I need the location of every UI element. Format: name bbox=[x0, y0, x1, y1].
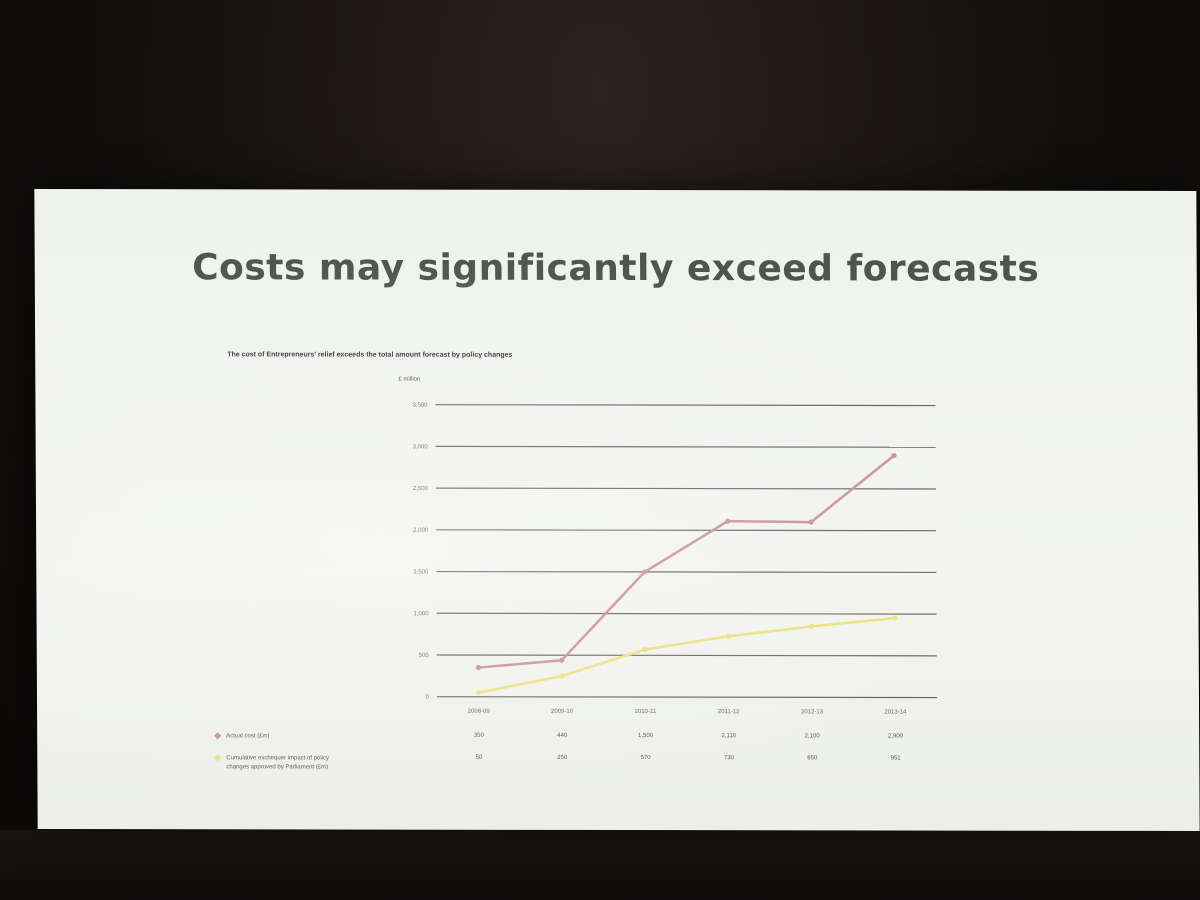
table-cell: 570 bbox=[640, 755, 651, 762]
y-tick-label: 2,000 bbox=[413, 528, 429, 534]
presentation-slide: Costs may significantly exceed forecasts… bbox=[34, 188, 1200, 832]
data-point bbox=[808, 519, 814, 525]
line-chart: 0 500 1,000 1,500 2,000 2,500 3,000 3,500 2008-0… bbox=[412, 403, 937, 716]
data-point bbox=[476, 689, 482, 696]
table-cell: 1,500 bbox=[637, 733, 654, 740]
series-line-policy-forecast bbox=[478, 616, 896, 694]
legend-item-actual-cost: Actual cost (£m) bbox=[214, 732, 331, 741]
data-point bbox=[725, 518, 731, 524]
table-cell: 730 bbox=[723, 755, 734, 762]
table-cell: 50 bbox=[475, 754, 483, 761]
data-point bbox=[891, 452, 897, 459]
x-tick-label: 2008-09 bbox=[468, 709, 491, 715]
data-point bbox=[809, 623, 815, 630]
x-tick-label: 2009-10 bbox=[551, 709, 574, 715]
y-tick-label: 0 bbox=[426, 695, 430, 701]
x-tick-label: 2013-14 bbox=[884, 709, 907, 715]
y-tick-label: 2,500 bbox=[413, 486, 429, 492]
gridline bbox=[436, 529, 937, 532]
table-cell: 350 bbox=[473, 732, 484, 739]
y-tick-label: 500 bbox=[419, 653, 430, 659]
legend-item-policy-forecast: Cumulative exchequer impact of policy ch… bbox=[214, 754, 331, 772]
legend-marker-forecast bbox=[214, 754, 222, 762]
y-tick-label: 3,000 bbox=[413, 444, 429, 450]
gridline bbox=[435, 404, 936, 407]
legend-label-forecast: Cumulative exchequer impact of policy ch… bbox=[226, 755, 330, 771]
legend-label-actual: Actual cost (£m) bbox=[226, 733, 270, 740]
table-cell: 2,100 bbox=[804, 733, 820, 740]
y-tick-label: 1,000 bbox=[414, 611, 430, 617]
y-tick-label: 1,500 bbox=[413, 570, 429, 576]
data-point bbox=[642, 646, 648, 653]
table-cell: 951 bbox=[890, 755, 901, 762]
y-tick-label: 3,500 bbox=[412, 403, 428, 409]
x-tick-label: 2012-13 bbox=[801, 709, 824, 715]
data-point bbox=[642, 569, 648, 575]
table-cell: 250 bbox=[557, 754, 568, 761]
data-point bbox=[892, 615, 898, 621]
gridline bbox=[435, 445, 936, 448]
x-tick-label: 2010-11 bbox=[635, 709, 657, 715]
data-point bbox=[475, 664, 482, 671]
data-point bbox=[725, 633, 731, 639]
gridline bbox=[436, 654, 937, 657]
data-point bbox=[559, 673, 565, 679]
table-cell: 850 bbox=[807, 755, 818, 762]
data-point bbox=[559, 657, 565, 663]
table-cell: 2,900 bbox=[887, 733, 904, 740]
series-line-actual-cost bbox=[478, 454, 895, 669]
table-cell: 2,110 bbox=[721, 733, 737, 740]
gridline bbox=[436, 612, 937, 615]
x-tick-label: 2011-12 bbox=[718, 709, 740, 715]
legend-marker-actual bbox=[214, 732, 222, 740]
room-floor-shade bbox=[0, 830, 1200, 900]
gridline bbox=[435, 487, 936, 490]
gridline bbox=[436, 570, 937, 574]
gridline bbox=[436, 696, 937, 699]
table-cell: 440 bbox=[557, 732, 568, 739]
